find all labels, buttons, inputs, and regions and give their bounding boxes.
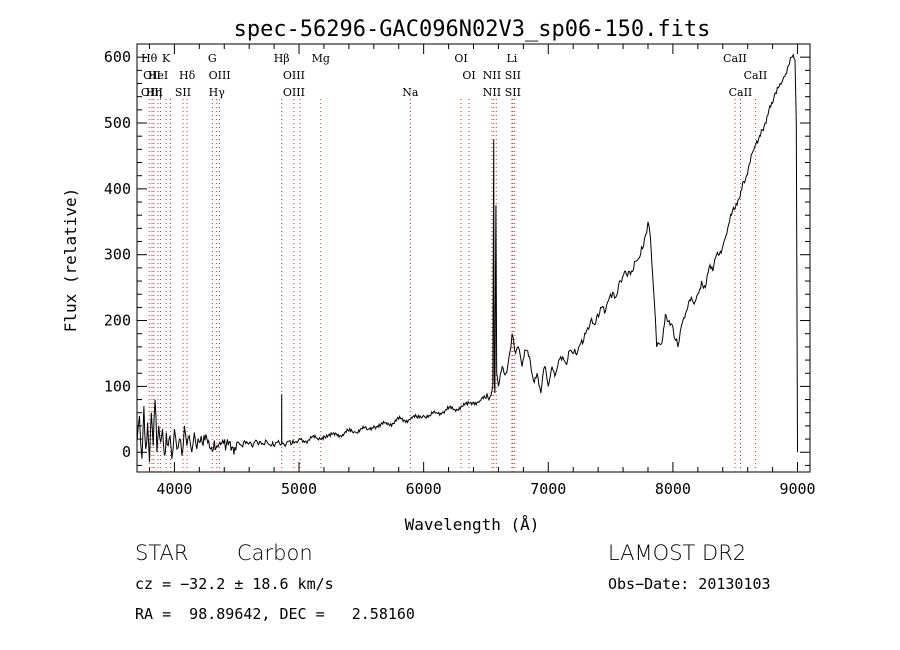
- line-label: SII: [505, 69, 521, 82]
- line-label: SII: [175, 86, 191, 99]
- line-label: SII: [505, 86, 521, 99]
- axes: 4000 5000 6000 7000 8000 9000 0 100 200 300 400 500…: [104, 43, 816, 498]
- line-label: OII: [143, 69, 161, 82]
- x-tick-label: 6000: [406, 480, 442, 498]
- y-tick-label: 400: [104, 180, 131, 198]
- y-tick-label: 500: [104, 114, 131, 132]
- spectrum-line: [136, 53, 798, 463]
- line-label: Hγ: [209, 86, 226, 99]
- y-tick-label: 300: [104, 246, 131, 264]
- line-label: OIII: [141, 86, 163, 99]
- line-label: G: [208, 52, 217, 65]
- x-tick-label: 8000: [655, 480, 691, 498]
- redshift-cz: cz = −32.2 ± 18.6 km/s: [135, 575, 334, 593]
- line-label: Li: [506, 52, 517, 65]
- spectral-line-markers: HθOIIOIIIHηHeIKSIIHδGHγOIIIHβOIIIOIIIMgN…: [141, 52, 767, 472]
- line-label: OIII: [283, 86, 305, 99]
- x-tick-label: 5000: [281, 480, 317, 498]
- line-label: CaII: [723, 52, 747, 65]
- y-tick-label: 600: [104, 48, 131, 66]
- x-axis-label: Wavelength (Å): [405, 515, 540, 534]
- line-label: K: [162, 52, 171, 65]
- x-tick-label: 4000: [156, 480, 192, 498]
- subclass: Carbon: [237, 541, 313, 565]
- line-label: Na: [402, 86, 419, 99]
- line-label: OI: [462, 69, 475, 82]
- y-axis-label: Flux (relative): [61, 188, 80, 333]
- plot-frame: [136, 43, 811, 473]
- classification: STAR: [135, 541, 189, 565]
- line-label: Hβ: [274, 52, 290, 65]
- x-tick-label: 7000: [530, 480, 566, 498]
- line-label: NII: [483, 69, 501, 82]
- y-tick-label: 0: [122, 443, 131, 461]
- line-label: NII: [483, 86, 501, 99]
- line-label: Hη: [146, 86, 162, 99]
- line-label: OIII: [209, 69, 231, 82]
- survey: LAMOST DR2: [608, 541, 747, 565]
- line-label: CaII: [744, 69, 768, 82]
- line-label: OI: [454, 52, 467, 65]
- series-layer: [136, 53, 798, 463]
- coordinates: RA = 98.89642, DEC = 2.58160: [135, 605, 415, 623]
- obs-date: Obs−Date: 20130103: [608, 575, 771, 593]
- line-label: Hδ: [179, 69, 196, 82]
- line-label: OIII: [283, 69, 305, 82]
- line-label: HeI: [148, 69, 168, 82]
- line-label: Mg: [312, 52, 330, 65]
- y-tick-label: 100: [104, 377, 131, 395]
- line-label: Hθ: [141, 52, 158, 65]
- chart-title: spec-56296-GAC096N02V3_sp06-150.fits: [234, 17, 711, 42]
- line-label: CaII: [729, 86, 753, 99]
- x-tick-label: 9000: [779, 480, 815, 498]
- y-tick-label: 200: [104, 312, 131, 330]
